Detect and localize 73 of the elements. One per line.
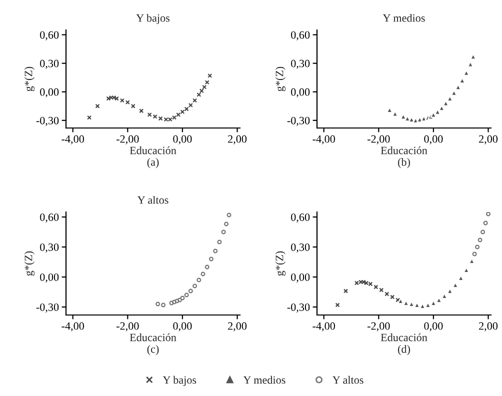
point <box>208 73 212 78</box>
x-axis-title: Educación <box>380 146 428 154</box>
y-tick-label: 0,00 <box>291 88 310 98</box>
y-tick-label: 0,60 <box>291 31 310 40</box>
y-tick-label: -0,30 <box>36 116 59 126</box>
x-axis-title: Educación <box>380 333 428 342</box>
y-tick-label: -0,30 <box>287 303 310 313</box>
x-tick-label: 0,00 <box>173 322 192 332</box>
point <box>204 80 210 85</box>
y-axis-title: g*(Z) <box>24 66 35 92</box>
text: (c) <box>147 345 159 356</box>
x-axis-title: Educación <box>130 146 176 154</box>
point <box>87 115 92 120</box>
x-tick-label: -2,00 <box>367 135 390 144</box>
y-tick-label: 0,30 <box>40 60 59 69</box>
point <box>196 92 202 97</box>
legend-label: Y altos <box>332 376 364 384</box>
x-tick-label: 0,00 <box>424 322 443 332</box>
y-tick-label: 0,30 <box>291 60 310 69</box>
x-tick-label: 2,00 <box>479 135 498 144</box>
y-axis-title: g*(Z) <box>24 251 35 276</box>
x-tick-label: -4,00 <box>62 322 84 332</box>
chart-title: Y medios <box>382 14 425 22</box>
chart-title: Y bajos <box>136 14 170 24</box>
x-tick-label: -2,00 <box>116 135 139 144</box>
chart-title: Y altos <box>137 196 168 204</box>
point <box>180 110 185 114</box>
point <box>184 106 189 112</box>
y-tick-label: 0,30 <box>40 243 59 253</box>
y-tick-label: 0,30 <box>291 243 310 253</box>
point <box>202 84 207 90</box>
point <box>95 104 100 108</box>
x-tick-label: -4,00 <box>62 135 84 144</box>
y-tick-label: 0,60 <box>291 213 310 223</box>
point <box>390 294 395 300</box>
legend-label: Y medios <box>243 376 286 384</box>
x-axis-title: Educación <box>130 333 176 342</box>
y-axis-title: g*(Z) <box>275 66 286 92</box>
x-tick-label: -4,00 <box>312 135 335 144</box>
point <box>374 284 378 290</box>
point <box>188 102 193 108</box>
y-tick-label: 0,00 <box>40 273 59 283</box>
x-tick-label: -2,00 <box>367 322 390 332</box>
point <box>168 117 172 122</box>
legend-label: Y bajos <box>162 376 196 386</box>
text: (d) <box>398 345 410 356</box>
point <box>379 288 384 292</box>
point <box>130 104 136 108</box>
point <box>192 98 198 103</box>
x-tick-label: 2,00 <box>479 322 498 332</box>
point <box>344 288 348 294</box>
y-axis-title: g*(Z) <box>275 251 286 276</box>
y-tick-label: -0,30 <box>287 116 310 126</box>
x-tick-label: 0,00 <box>424 135 443 144</box>
point <box>396 298 400 302</box>
text: (a) <box>147 158 159 168</box>
y-tick-label: 0,00 <box>40 88 59 98</box>
point <box>368 282 373 286</box>
text: (b) <box>398 158 410 168</box>
x-tick-label: -4,00 <box>312 322 335 332</box>
point <box>384 292 390 296</box>
x-tick-label: 2,00 <box>228 135 247 144</box>
y-tick-label: 0,60 <box>40 31 59 40</box>
x-tick-label: -2,00 <box>116 322 139 332</box>
y-tick-label: 0,00 <box>291 273 310 283</box>
point <box>199 88 204 94</box>
x-tick-label: 2,00 <box>228 322 247 332</box>
point <box>361 280 366 284</box>
x-tick-label: 0,00 <box>173 135 192 144</box>
y-tick-label: -0,30 <box>36 303 59 313</box>
y-tick-label: 0,60 <box>40 213 59 223</box>
point <box>335 302 340 308</box>
point <box>139 108 144 114</box>
